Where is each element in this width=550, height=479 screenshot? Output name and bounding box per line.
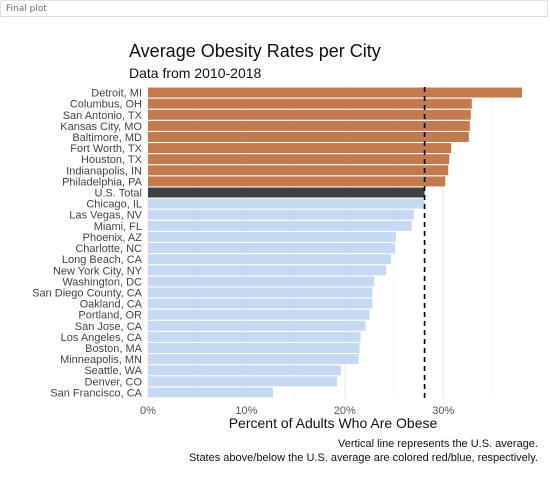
category-label: San Diego County, CA xyxy=(32,287,143,299)
bar-below xyxy=(148,231,397,242)
category-label: Baltimore, MD xyxy=(72,132,142,144)
bar-above xyxy=(148,120,470,131)
window-title: Final plot xyxy=(0,0,548,17)
bar-above xyxy=(148,143,452,154)
chart-subtitle: Data from 2010-2018 xyxy=(129,65,262,81)
caption-line-2: States above/below the U.S. average are … xyxy=(189,452,538,464)
bar-below xyxy=(148,287,373,298)
category-label: Columbus, OH xyxy=(70,99,142,111)
bar-below xyxy=(148,343,360,354)
bar-below xyxy=(148,220,412,231)
category-label: Kansas City, MO xyxy=(60,121,142,133)
bar-above xyxy=(148,98,472,109)
category-label: New York City, NY xyxy=(53,265,143,277)
bar-below xyxy=(148,365,341,376)
bar-below xyxy=(148,354,359,365)
category-label: Philadelphia, PA xyxy=(62,176,143,188)
category-label: Indianapolis, IN xyxy=(66,165,142,177)
bar-above xyxy=(148,154,450,165)
x-tick-label: 0% xyxy=(140,405,156,417)
bar-below xyxy=(148,265,387,276)
chart-title: Average Obesity Rates per City xyxy=(129,41,381,61)
bars xyxy=(148,87,522,398)
category-label: Portland, OR xyxy=(78,310,142,322)
category-label: San Jose, CA xyxy=(75,321,143,333)
bar-below xyxy=(148,320,366,331)
x-tick-labels: 0% 10% 20% 30% xyxy=(140,405,454,417)
x-axis-label: Percent of Adults Who Are Obese xyxy=(229,415,438,431)
category-label: Phoenix, AZ xyxy=(83,232,143,244)
bar-below xyxy=(148,298,373,309)
category-label: Boston, MA xyxy=(85,343,143,355)
x-tick-label: 20% xyxy=(334,405,356,417)
bar-above xyxy=(148,87,522,98)
category-label: San Francisco, CA xyxy=(50,387,142,399)
category-label: Miami, FL xyxy=(94,221,142,233)
bar-above xyxy=(148,165,449,176)
category-label: Los Angeles, CA xyxy=(61,332,143,344)
category-label: Seattle, WA xyxy=(84,365,142,377)
category-label: Fort Worth, TX xyxy=(70,143,142,155)
bar-below xyxy=(148,243,396,254)
category-label: Long Beach, CA xyxy=(62,254,143,266)
category-label: Washington, DC xyxy=(62,276,142,288)
bar-below xyxy=(148,309,370,320)
category-label: Las Vegas, NV xyxy=(69,210,142,222)
bar-below xyxy=(148,276,375,287)
bar-above xyxy=(148,109,471,120)
category-label: Minneapolis, MN xyxy=(60,354,142,366)
category-label: Charlotte, NC xyxy=(75,243,142,255)
bar-below xyxy=(148,198,425,209)
x-tick-label: 30% xyxy=(432,405,454,417)
bar-below xyxy=(148,376,337,387)
bar-total xyxy=(148,187,425,198)
category-label: U.S. Total xyxy=(95,188,143,200)
category-label: Houston, TX xyxy=(81,154,143,166)
category-label: Oakland, CA xyxy=(80,299,143,311)
category-label: San Antonio, TX xyxy=(63,110,143,122)
caption-line-1: Vertical line represents the U.S. averag… xyxy=(338,438,538,450)
category-label: Detroit, MI xyxy=(91,88,142,100)
bar-above xyxy=(148,131,469,142)
category-label: Chicago, IL xyxy=(86,199,142,211)
category-label: Denver, CO xyxy=(85,376,143,388)
x-tick-label: 10% xyxy=(235,405,257,417)
bar-below xyxy=(148,209,414,220)
bar-below xyxy=(148,387,273,398)
bar-below xyxy=(148,331,361,342)
bar-below xyxy=(148,254,392,265)
bar-above xyxy=(148,176,446,187)
